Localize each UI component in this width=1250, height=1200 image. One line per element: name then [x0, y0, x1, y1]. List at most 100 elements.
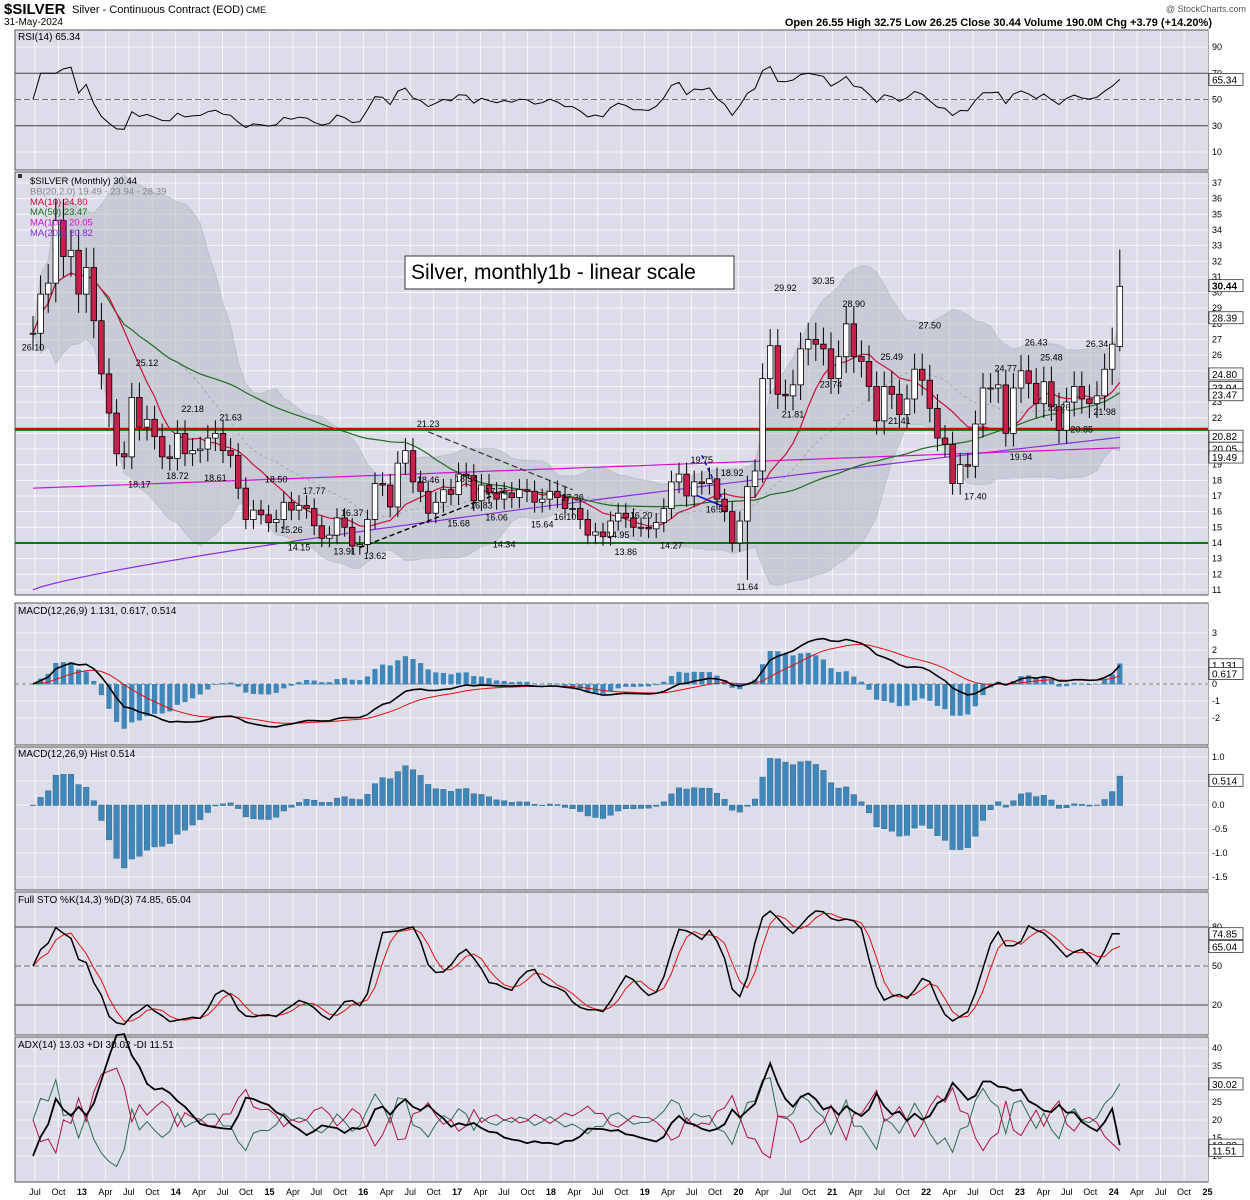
candle-body	[584, 519, 591, 536]
hist-title: MACD(12,26,9) Hist 0.514	[18, 749, 136, 760]
macd-hist-bar	[334, 679, 340, 685]
candle-body	[379, 483, 386, 486]
macd-hist-bar	[950, 684, 956, 716]
macd-hist-bar	[250, 684, 256, 694]
hist-badge: 0.514	[1212, 776, 1237, 787]
candle-body	[668, 481, 675, 509]
candle-body	[143, 418, 151, 428]
histogram-bar	[219, 803, 226, 806]
candle-body	[1116, 285, 1123, 347]
sto-panel	[14, 891, 1209, 1036]
x-tick-label: Oct	[520, 1187, 535, 1197]
price-y-tick: 33	[1212, 241, 1222, 251]
price-badge: 28.39	[1212, 314, 1237, 325]
histogram-bar	[744, 804, 751, 807]
x-tick-label: 25	[1202, 1187, 1212, 1197]
candle-body	[805, 339, 812, 350]
x-tick-label: Oct	[896, 1187, 911, 1197]
macd-hist-bar	[927, 684, 933, 701]
sto-y-tick: 80	[1212, 922, 1222, 932]
price-y-tick: 17	[1212, 491, 1222, 501]
histogram-bar	[691, 787, 698, 806]
legend-swatch	[18, 174, 22, 178]
histogram-bar	[729, 804, 736, 811]
histogram-bar	[584, 804, 591, 817]
candle-body	[888, 386, 895, 395]
macd-hist-bar	[813, 655, 819, 685]
macd-hist-bar	[805, 652, 811, 685]
sto-badge-box	[1208, 940, 1244, 953]
candle-body	[1101, 368, 1108, 397]
histogram-bar	[181, 804, 188, 831]
macd-hist-bar	[1086, 684, 1092, 685]
macd-y-tick: -1	[1212, 696, 1220, 706]
macd-hist-bar	[357, 680, 363, 685]
histogram-bar	[493, 799, 500, 806]
trendline-blue	[693, 493, 725, 508]
price-y-tick: 23	[1212, 397, 1222, 407]
histogram-bar	[1078, 804, 1085, 806]
description-label: Silver - Continuous Contract (EOD)	[72, 4, 244, 16]
candle-body	[751, 470, 759, 488]
price-label: 18.50	[265, 475, 288, 485]
histogram-bar	[334, 797, 341, 806]
x-tick-label: 21	[827, 1187, 837, 1197]
price-badge: 19.49	[1212, 453, 1237, 464]
x-tick-label: 16	[358, 1187, 368, 1197]
candle-body	[919, 368, 926, 381]
candle-body	[493, 492, 500, 500]
histogram-bar	[379, 777, 386, 806]
x-tick-label: Oct	[802, 1187, 817, 1197]
histogram-bar	[364, 794, 371, 806]
macd-hist-bar	[1048, 680, 1054, 685]
candle-body	[531, 490, 538, 503]
price-label: 18.17	[128, 480, 151, 490]
price-y-tick: 26	[1212, 350, 1222, 360]
macd-y-tick: 3	[1212, 628, 1217, 638]
candle-body	[485, 484, 493, 494]
candle-body	[67, 249, 75, 257]
macd-hist-bar	[243, 684, 249, 693]
macd-hist-bar	[562, 684, 568, 686]
macd-hist-bar	[760, 664, 766, 685]
macd-hist-bar	[190, 684, 196, 699]
macd-y-tick: 2	[1212, 645, 1217, 655]
candle-body	[105, 373, 113, 414]
price-label: 25.49	[881, 352, 904, 362]
price-y-tick: 27	[1212, 335, 1222, 345]
candle-body	[1002, 384, 1009, 434]
price-label: 15.64	[531, 519, 554, 529]
candle-body	[698, 481, 705, 484]
sto-title: Full STO %K(14,3) %D(3) 74.85, 65.04	[18, 895, 192, 906]
ma100-line	[32, 447, 1120, 489]
histogram-bar	[1002, 804, 1009, 808]
candle-body	[736, 520, 743, 544]
candle-body	[577, 508, 584, 520]
price-label: 22.18	[181, 404, 204, 414]
candle-body	[470, 475, 477, 502]
macd-hist-bar	[380, 664, 386, 685]
histogram-bar	[782, 761, 789, 806]
x-tick-label: Apr	[755, 1187, 769, 1197]
price-badge: 20.05	[1212, 444, 1237, 455]
histogram-bar	[774, 758, 781, 806]
candle-body	[181, 432, 189, 455]
candle-body	[189, 450, 196, 455]
histogram-bar	[638, 804, 645, 809]
histogram-bar	[668, 793, 675, 806]
macd-hist-bar	[912, 684, 918, 701]
histogram-bar	[113, 804, 120, 859]
candle-body	[250, 509, 257, 520]
macd-hist-bar	[296, 682, 302, 685]
macd-hist-bar	[471, 676, 477, 685]
macd-hist-bar	[106, 684, 112, 709]
histogram-bar	[980, 804, 987, 821]
rsi-badge-box	[1208, 72, 1244, 86]
adx-badge-box	[1208, 1077, 1244, 1091]
histogram-bar	[1063, 804, 1070, 808]
candle-body	[706, 478, 713, 484]
price-y-tick: 35	[1212, 209, 1222, 219]
candle-body	[60, 220, 67, 257]
x-tick-label: Jul	[1155, 1187, 1167, 1197]
candle-body	[212, 432, 219, 439]
